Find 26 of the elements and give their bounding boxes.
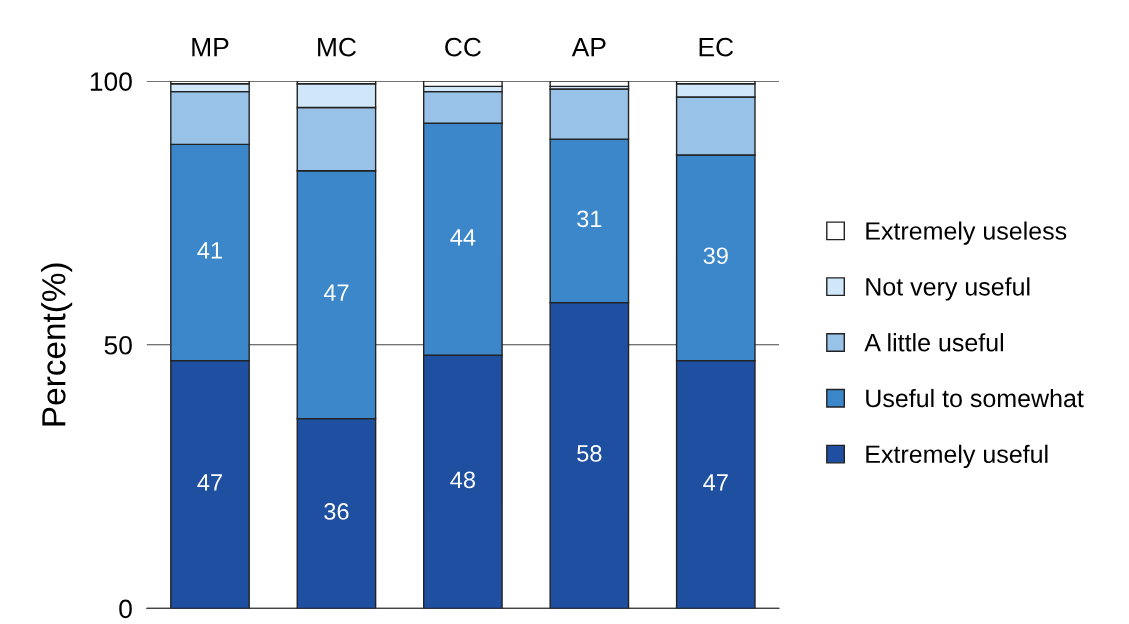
data-label: 31 [577, 210, 602, 228]
y-tick-label: 50 [104, 335, 132, 355]
data-label: 58 [577, 445, 602, 462]
legend-label: A little useful [864, 333, 1003, 352]
y-tick-label: 0 [119, 599, 132, 619]
bar [422, 81, 503, 88]
data-label: 39 [703, 247, 728, 265]
legend-label: Extremely useless [866, 221, 1067, 245]
legend-label: Not very useful [866, 277, 1030, 301]
x-tick-label: MP [192, 38, 229, 57]
y-axis-title: Percent(%) [41, 263, 73, 426]
data-label: 47 [703, 474, 728, 491]
bar [549, 81, 630, 88]
data-label: 44 [450, 229, 476, 246]
legend-label: Useful to somewhat [866, 388, 1084, 408]
x-tick-label: MC [318, 37, 356, 57]
data-label: 47 [323, 284, 349, 301]
data-label: 48 [450, 471, 475, 489]
x-tick-label: CC [445, 37, 481, 57]
x-tick-label: AP [571, 38, 606, 57]
data-label: 41 [197, 242, 222, 259]
x-tick-label: EC [699, 37, 734, 57]
data-label: 36 [324, 503, 349, 520]
y-tick-label: 100 [90, 72, 132, 91]
data-label: 47 [197, 474, 222, 491]
legend-label: Extremely useful [866, 444, 1048, 469]
